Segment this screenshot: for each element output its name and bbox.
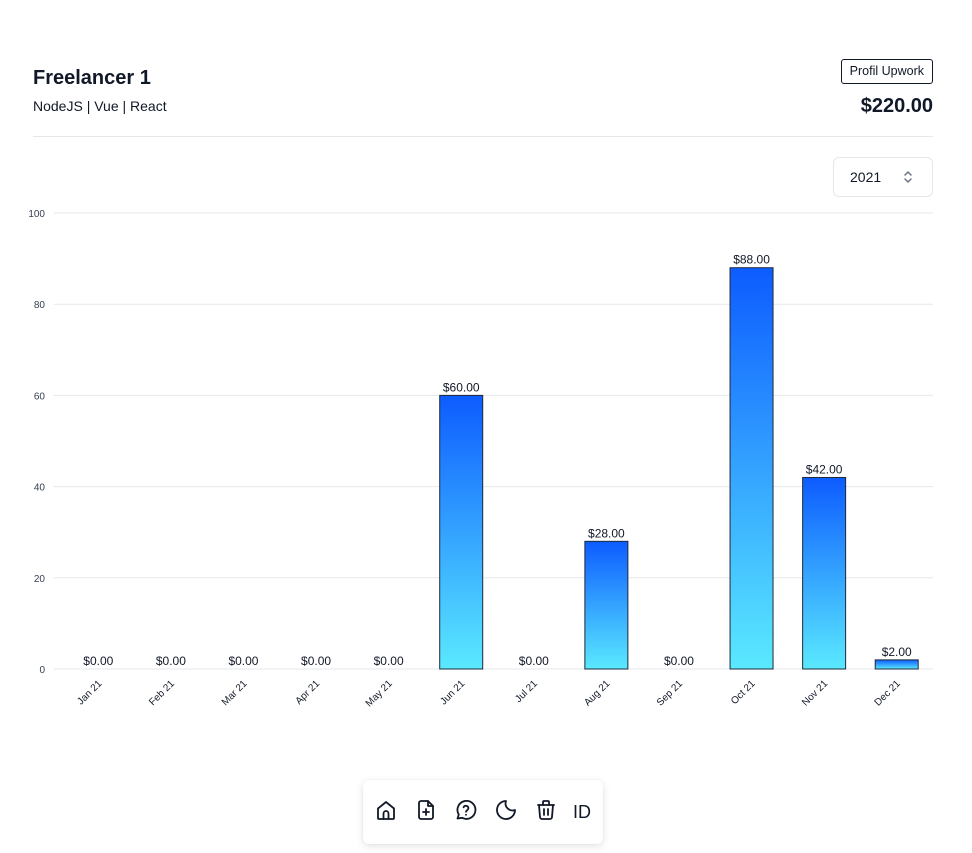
help-button[interactable] [453,799,479,825]
bar-value-label: $60.00 [443,380,480,394]
home-icon [374,798,398,827]
chart-data-labels: $0.00 $0.00 $0.00 $0.00 $0.00 $60.00 $0.00 $28.… [83,253,912,668]
bar-value-label: $2.00 [882,645,912,659]
year-select[interactable]: 2021 [833,157,933,197]
bar-value-label: $28.00 [588,526,625,540]
bar-value-label: $0.00 [664,654,694,668]
x-tick-label: Mar 21 [220,678,250,708]
x-tick-label: Jan 21 [75,678,104,707]
bar-value-label: $0.00 [228,654,258,668]
y-tick-label: 20 [34,574,46,585]
bar-nov-21 [802,476,847,670]
x-tick-label: Nov 21 [800,678,830,708]
y-axis-ticks: 0 20 40 60 80 100 [28,209,45,676]
chart-grid [54,212,933,670]
x-axis-ticks: Jan 21 Feb 21 Mar 21 Apr 21 May 21 Jun 21 Jul … [75,678,903,709]
freelancer-name: Freelancer 1 [33,67,151,89]
year-select-value: 2021 [850,169,882,185]
x-tick-label: May 21 [364,678,395,709]
bar-value-label: $88.00 [733,253,770,267]
bar-value-label: $0.00 [83,654,113,668]
x-tick-label: Jul 21 [513,678,540,705]
delete-button[interactable] [533,799,559,825]
y-tick-label: 0 [39,665,45,676]
bar-value-label: $0.00 [156,654,186,668]
x-tick-label: Oct 21 [729,678,758,707]
bar-oct-21 [729,267,774,670]
freelancer-skills: NodeJS | Vue | React [33,98,167,114]
bar-value-label: $0.00 [519,654,549,668]
home-button[interactable] [373,799,399,825]
bar-value-label: $42.00 [806,462,843,476]
x-tick-label: Jun 21 [438,678,467,707]
new-file-button[interactable] [413,799,439,825]
y-tick-label: 100 [28,209,45,220]
chevron-up-down-icon [900,169,916,185]
bar-jun-21 [439,394,484,670]
moon-icon [494,798,518,827]
bar-aug-21 [584,540,629,670]
bottom-toolbar: ID [363,780,603,844]
earnings-bar-chart: 0 20 40 60 80 100 $0.00 $0.00 $0.00 $0.00 $0.00 $6… [28,209,933,709]
bar-dec-21 [874,659,919,670]
bar-value-label: $0.00 [301,654,331,668]
x-tick-label: Dec 21 [873,678,903,708]
language-toggle[interactable]: ID [573,802,591,822]
file-plus-icon [414,798,438,827]
dark-mode-toggle[interactable] [493,799,519,825]
bar-value-label: $0.00 [374,654,404,668]
x-tick-label: Aug 21 [582,678,612,708]
x-tick-label: Sep 21 [655,678,685,708]
chart-bars [439,267,919,670]
x-tick-label: Apr 21 [294,678,323,707]
trash-icon [534,798,558,827]
y-tick-label: 40 [34,483,46,494]
upwork-profile-button[interactable]: Profil Upwork [840,59,933,84]
y-tick-label: 60 [34,391,46,402]
total-earnings: $220.00 [860,95,933,117]
y-tick-label: 80 [34,300,46,311]
freelancer-header: Freelancer 1 NodeJS | Vue | React Profil… [33,58,933,137]
help-circle-icon [454,798,478,827]
x-tick-label: Feb 21 [147,678,177,708]
